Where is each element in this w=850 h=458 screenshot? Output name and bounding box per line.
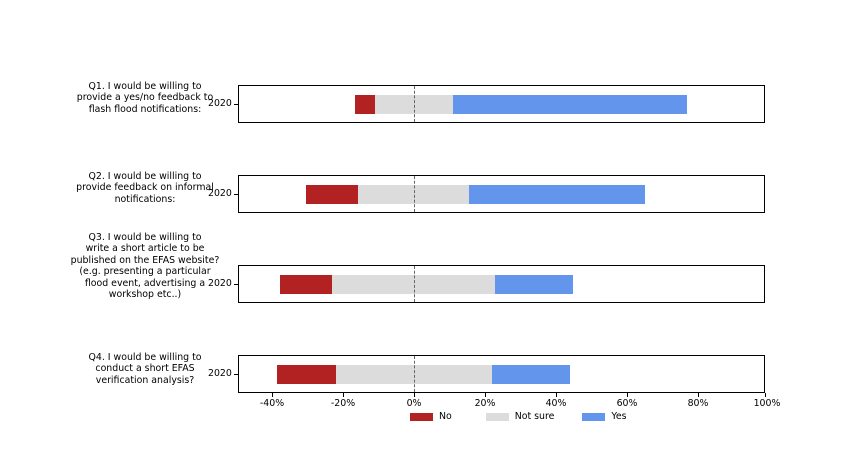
label-line: (e.g. presenting a particular [79, 266, 211, 278]
bar-yes [469, 185, 645, 204]
legend-label: Not sure [514, 411, 555, 422]
label-line: flash flood notifications: [88, 103, 202, 115]
bar-no [280, 275, 332, 294]
label-line: flood event, advertising a [84, 277, 206, 289]
question-label-q4: Q4. I would be willing to conduct a shor… [50, 352, 240, 386]
panel-q4 [238, 355, 765, 393]
y-tick [234, 194, 238, 195]
label-line: conduct a short EFAS [95, 363, 195, 375]
label-line: Q3. I would be willing to [88, 232, 202, 243]
bar-yes [453, 95, 687, 114]
bar-no [355, 95, 375, 114]
year-label: 2020 [208, 188, 232, 199]
bar-no [277, 365, 336, 384]
label-line: provide a yes/no feedback to [76, 92, 214, 104]
panel-q2 [238, 175, 765, 213]
legend-swatch-not-sure [485, 412, 509, 421]
bar-yes [495, 275, 573, 294]
label-line: write a short article to be [85, 243, 205, 255]
x-tick [556, 393, 557, 397]
x-tick [698, 393, 699, 397]
panel-q1 [238, 85, 765, 123]
x-tick-label: 40% [545, 398, 567, 409]
legend-item-not-sure: Not sure [485, 411, 555, 422]
y-tick [234, 284, 238, 285]
x-tick [627, 393, 628, 397]
label-line: notifications: [114, 193, 176, 205]
x-tick-label: 100% [753, 398, 781, 409]
question-label-q3: Q3. I would be willing to write a short … [40, 232, 250, 300]
label-line: workshop etc..) [108, 289, 182, 301]
legend-item-no: No [410, 411, 452, 422]
x-tick [343, 393, 344, 397]
bar-no [306, 185, 358, 204]
x-tick [414, 393, 415, 397]
zero-line [414, 86, 415, 122]
year-label: 2020 [208, 98, 232, 109]
zero-line [414, 266, 415, 302]
legend-label: Yes [611, 411, 627, 422]
x-tick [485, 393, 486, 397]
label-line: Q2. I would be willing to [88, 171, 202, 182]
legend-swatch-no [410, 412, 433, 421]
bar-not-sure [358, 185, 469, 204]
label-line: published on the EFAS website? [70, 254, 220, 266]
year-label: 2020 [208, 368, 232, 379]
x-tick [272, 393, 273, 397]
label-line: verification analysis? [95, 374, 195, 386]
year-label: 2020 [208, 278, 232, 289]
x-tick-label: -40% [259, 398, 285, 409]
x-tick-label: 80% [687, 398, 709, 409]
x-tick-label: 20% [474, 398, 496, 409]
zero-line [414, 176, 415, 212]
x-tick-label: -20% [330, 398, 356, 409]
label-line: provide feedback on informal [76, 182, 214, 194]
legend: No Not sure Yes [410, 411, 641, 422]
legend-swatch-yes [582, 412, 606, 421]
x-tick-label: 60% [616, 398, 638, 409]
bar-yes [492, 365, 570, 384]
question-label-q1: Q1. I would be willing to provide a yes/… [50, 81, 240, 115]
label-line: Q4. I would be willing to [88, 352, 202, 363]
panel-q3 [238, 265, 765, 303]
x-tick-label: 0% [406, 398, 422, 409]
bar-not-sure [332, 275, 495, 294]
y-tick [234, 104, 238, 105]
zero-line [414, 356, 415, 392]
label-line: Q1. I would be willing to [88, 81, 202, 92]
y-tick [234, 374, 238, 375]
x-tick [765, 393, 766, 397]
question-label-q2: Q2. I would be willing to provide feedba… [50, 171, 240, 205]
legend-item-yes: Yes [582, 411, 627, 422]
legend-label: No [439, 411, 452, 422]
